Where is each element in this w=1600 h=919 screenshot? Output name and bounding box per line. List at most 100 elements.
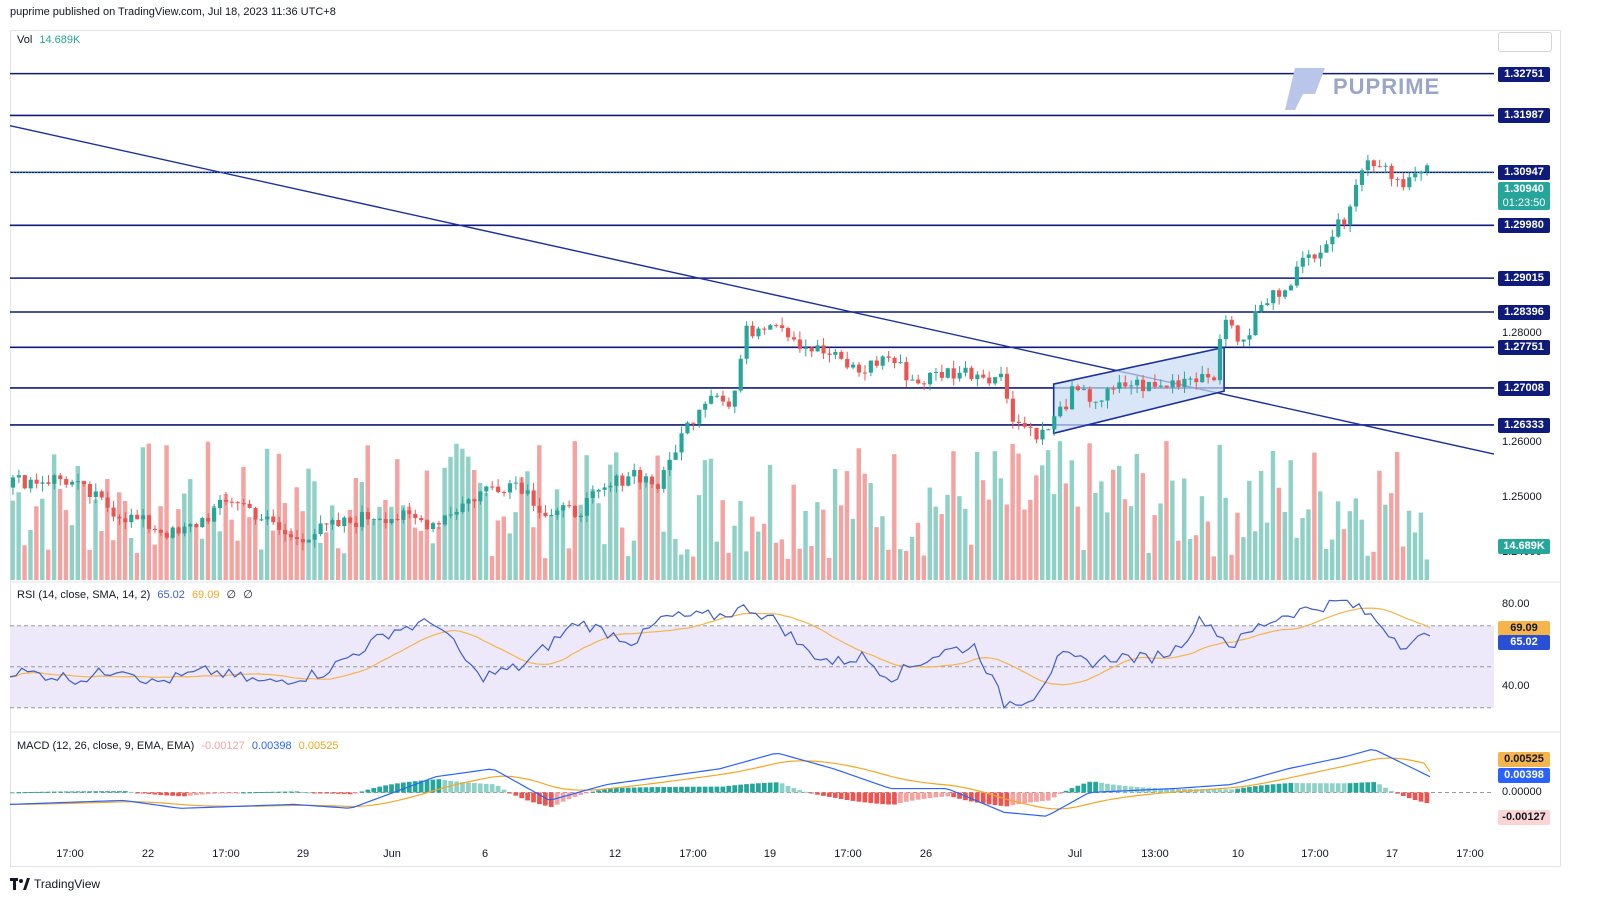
puprime-logo-icon xyxy=(1285,68,1325,110)
macd-histogram-bar xyxy=(176,792,181,797)
macd-histogram-bar xyxy=(1288,783,1294,793)
macd-histogram-bar xyxy=(1294,783,1300,793)
volume-bar xyxy=(614,452,619,580)
volume-bar xyxy=(927,487,932,580)
candle-body xyxy=(531,490,536,506)
volume-bar xyxy=(146,443,151,580)
volume-bar xyxy=(957,496,962,580)
candle-body xyxy=(709,395,714,404)
macd-histogram-bar xyxy=(1359,782,1365,793)
candle-body xyxy=(34,479,39,484)
macd-histogram-bar xyxy=(655,787,661,793)
candle-body xyxy=(756,328,761,337)
macd-histogram-bar xyxy=(690,786,696,793)
macd-histogram-bar xyxy=(1300,783,1306,793)
macd-histogram-bar xyxy=(785,785,791,793)
macd-histogram-bar xyxy=(418,780,424,793)
macd-histogram-bar xyxy=(927,792,933,799)
macd-histogram-bar xyxy=(1176,789,1181,793)
volume-bar xyxy=(1140,473,1145,580)
candle-body xyxy=(922,383,927,385)
macd-histogram-bar xyxy=(1211,789,1217,793)
candle-body xyxy=(1235,325,1240,342)
volume-bar xyxy=(1134,453,1140,580)
candle-body xyxy=(1389,165,1394,179)
rsi-axis-tick: 80.00 xyxy=(1502,598,1530,611)
macd-histogram-bar xyxy=(28,792,33,794)
macd-histogram-bar xyxy=(957,792,962,799)
volume-bar xyxy=(472,470,477,580)
candle-body xyxy=(1288,285,1294,291)
candle-body xyxy=(620,475,625,486)
price-axis-tick: 1.26000 xyxy=(1502,436,1542,449)
macd-legend-hist: -0.00127 xyxy=(201,740,245,752)
candle-body xyxy=(537,505,542,513)
macd-histogram-bar xyxy=(335,792,341,794)
candle-body xyxy=(1135,379,1140,386)
macd-histogram-bar xyxy=(933,792,939,798)
macd-histogram-bar xyxy=(915,792,921,800)
candle-body xyxy=(833,351,838,355)
time-axis-tick: 17:00 xyxy=(679,848,707,860)
volume-bar xyxy=(1276,487,1282,580)
candle-body xyxy=(797,339,802,349)
volume-bar xyxy=(152,544,157,580)
candle-body xyxy=(567,505,572,507)
macd-hist-badge: -0.00127 xyxy=(1498,810,1550,825)
volume-bar xyxy=(1028,499,1033,580)
volume-bar xyxy=(844,471,850,580)
macd-histogram-bar xyxy=(1424,792,1430,804)
candle-body xyxy=(93,491,98,497)
volume-bar xyxy=(418,530,424,580)
volume-bar xyxy=(832,469,838,580)
macd-legend: MACD (12, 26, close, 9, EMA, EMA) -0.001… xyxy=(17,740,342,752)
volume-bar xyxy=(507,533,512,580)
time-axis-tick: 10 xyxy=(1231,848,1245,860)
price-level-label: 1.29980 xyxy=(1498,218,1550,234)
volume-bar xyxy=(99,531,104,580)
volume-legend-value: 14.689K xyxy=(39,34,81,46)
candle-body xyxy=(981,374,986,378)
volume-bar xyxy=(371,520,376,580)
candle-body xyxy=(1099,400,1104,402)
volume-bar xyxy=(253,517,258,580)
volume-bar xyxy=(685,549,690,580)
candle-body xyxy=(886,356,891,358)
volume-bar xyxy=(81,480,86,580)
macd-histogram-bar xyxy=(986,792,992,805)
macd-histogram-bar xyxy=(294,791,300,793)
volume-bar xyxy=(773,542,779,580)
volume-bar xyxy=(217,531,222,580)
volume-bar xyxy=(1389,493,1394,580)
candle-body xyxy=(306,539,311,543)
volume-bar xyxy=(963,508,968,580)
candle-body xyxy=(194,524,199,528)
macd-histogram-bar xyxy=(223,792,229,794)
candle-body xyxy=(827,353,832,355)
macd-histogram-bar xyxy=(1406,792,1412,799)
volume-bar xyxy=(785,558,790,580)
macd-legend-label: MACD (12, 26, close, 9, EMA, EMA) xyxy=(17,740,195,752)
macd-legend-signal: 0.00525 xyxy=(298,740,339,752)
candle-body xyxy=(460,503,465,512)
macd-histogram-bar xyxy=(903,792,909,802)
candle-body xyxy=(768,325,773,330)
macd-histogram-bar xyxy=(460,782,465,793)
volume-bar xyxy=(501,516,506,580)
volume-bar xyxy=(850,518,856,580)
candle-body xyxy=(10,477,16,488)
footer-brand: TradingView xyxy=(34,877,101,891)
macd-histogram-bar xyxy=(720,786,726,793)
macd-histogram-bar xyxy=(111,791,116,793)
candle-body xyxy=(1371,160,1376,167)
volume-bar xyxy=(779,539,785,580)
macd-histogram-bar xyxy=(608,788,613,793)
scale-toggle-box[interactable] xyxy=(1498,32,1552,52)
candle-body xyxy=(342,517,347,527)
macd-histogram-bar xyxy=(1164,788,1169,793)
macd-histogram-bar xyxy=(93,791,99,793)
macd-histogram-bar xyxy=(702,786,708,793)
volume-bar xyxy=(111,540,116,580)
candle-body xyxy=(454,511,459,515)
